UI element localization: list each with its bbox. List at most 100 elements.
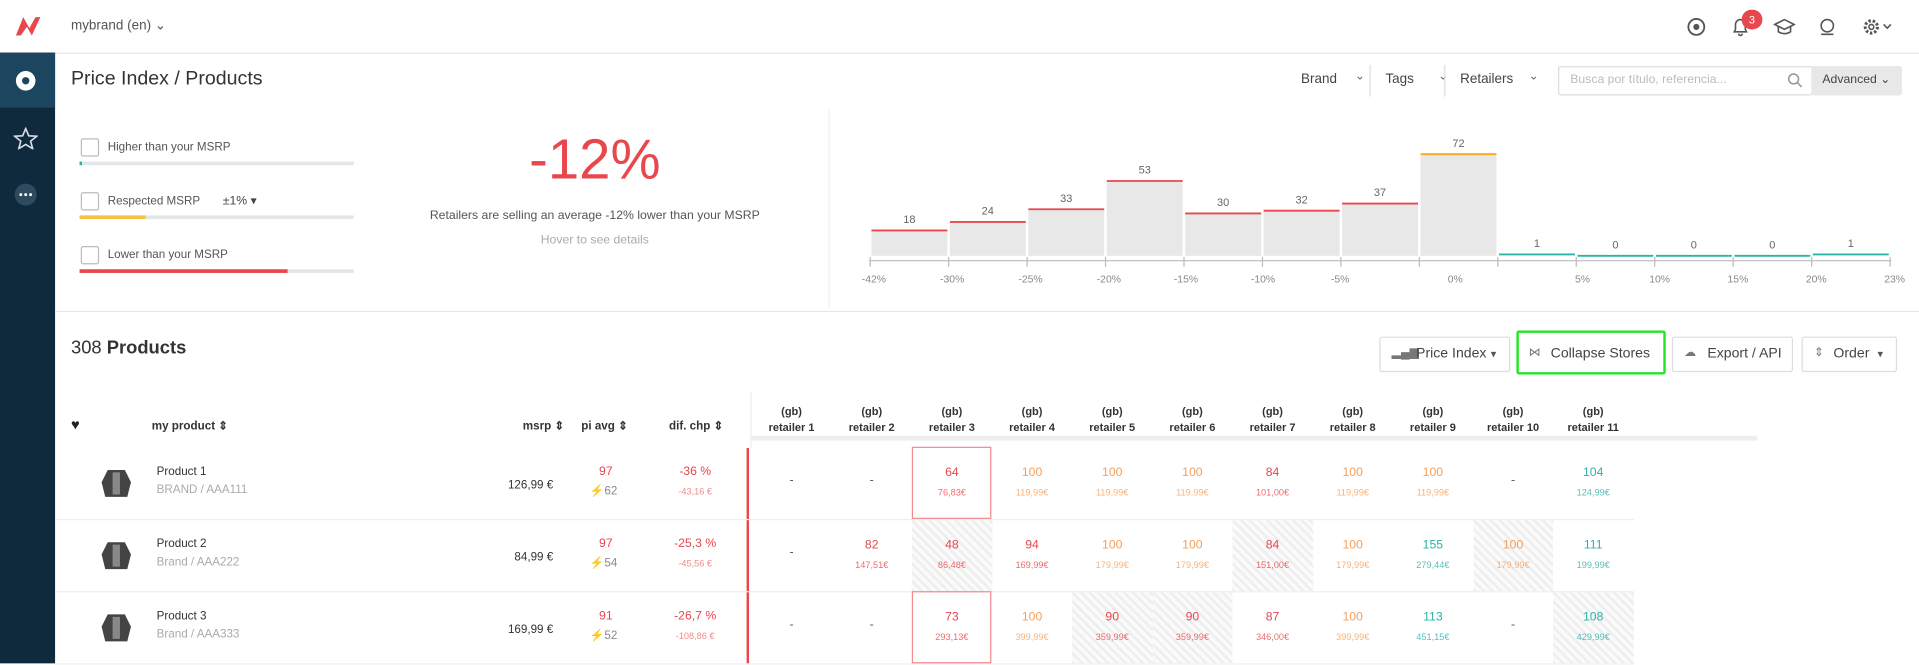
column-name[interactable]: msrp — [522, 419, 552, 434]
favorites-icon[interactable] — [13, 127, 38, 150]
msrp: 126,99 € — [507, 478, 554, 493]
cell-price: 359,99€ — [1095, 631, 1129, 643]
checkbox[interactable] — [80, 138, 100, 157]
product-ref: BRAND / AAA111 — [156, 483, 248, 497]
filter[interactable]: Retailers — [1460, 72, 1514, 87]
dif: -26,7 % — [674, 609, 717, 623]
divider — [828, 110, 830, 309]
retailer-region: (gb) — [1422, 405, 1444, 418]
option-label: Respected MSRP — [107, 194, 201, 209]
button-caret: ▾ — [1490, 347, 1497, 360]
toolbar-button[interactable] — [1671, 336, 1794, 373]
cell-price: 179,99€ — [1095, 559, 1129, 571]
filter[interactable]: Tags — [1385, 72, 1414, 87]
advanced-button[interactable] — [1811, 66, 1902, 96]
pi-avg: 97 — [599, 465, 613, 479]
pi-sub: ⚡62 — [589, 484, 618, 499]
bar-label: 37 — [1374, 187, 1386, 199]
cell-value: 94 — [1025, 538, 1039, 552]
axis-label: 0% — [1448, 275, 1463, 286]
cell-value: 155 — [1422, 538, 1444, 552]
retailer-name: retailer 6 — [1169, 421, 1216, 434]
advanced-text: Advanced — [1822, 73, 1877, 87]
retailer-name: retailer 3 — [928, 421, 975, 434]
track-fill — [79, 161, 83, 166]
logo[interactable] — [13, 13, 42, 37]
cell-price: 119,99€ — [1336, 487, 1369, 499]
pi-avg: 97 — [599, 537, 613, 551]
axis-label: 5% — [1575, 275, 1590, 286]
cell-price: 86,48€ — [937, 559, 966, 571]
cell-value: 90 — [1105, 610, 1120, 625]
cell-price: 399,99€ — [1336, 631, 1370, 643]
dashboard-icon[interactable] — [15, 70, 37, 92]
button-label: Order — [1833, 346, 1870, 362]
cell-price: 429,99€ — [1576, 631, 1610, 643]
bar-label: 30 — [1217, 197, 1229, 209]
cell-value: 100 — [1021, 466, 1043, 480]
column-name[interactable]: dif. chp — [668, 419, 711, 434]
filter-sep — [1369, 64, 1371, 97]
track-fill — [79, 269, 288, 273]
cell-price: 119,99€ — [1416, 487, 1450, 499]
retailer-region: (gb) — [781, 405, 802, 418]
axis-label: 15% — [1728, 275, 1749, 286]
axis-label: 20% — [1806, 275, 1827, 286]
count-label: Products — [106, 337, 187, 359]
bar-label: 24 — [982, 206, 994, 218]
advanced-label: Advanced ⌄ — [1822, 73, 1891, 87]
column-name[interactable]: my product — [151, 419, 216, 434]
retailer-region: (gb) — [1181, 405, 1203, 418]
cell-value: 82 — [864, 538, 879, 552]
filter-caret: ⌄ — [1354, 69, 1366, 84]
browser-icon[interactable] — [1687, 17, 1707, 37]
product-image — [98, 610, 135, 647]
bar-label: 53 — [1139, 165, 1151, 177]
button-icon: ⇕ — [1813, 346, 1825, 360]
bar — [1263, 210, 1340, 256]
button-label: Collapse Stores — [1550, 346, 1651, 362]
more-icon[interactable] — [13, 182, 37, 206]
button-icon: ☁ — [1684, 346, 1697, 360]
option-label: Higher than your MSRP — [107, 140, 231, 155]
top-bar — [0, 0, 1919, 54]
cell-price: 179,99€ — [1496, 559, 1530, 571]
toolbar-button[interactable] — [1801, 336, 1898, 373]
checkbox[interactable] — [80, 192, 100, 211]
toolbar-button[interactable] — [1379, 336, 1511, 373]
bar-label: 1 — [1848, 238, 1854, 250]
heart: ♥ — [70, 416, 80, 434]
cell-price: 293,13€ — [935, 631, 969, 643]
checkbox[interactable] — [80, 246, 100, 265]
cell-hatch hatch — [1553, 592, 1634, 664]
filter[interactable]: Brand — [1301, 72, 1337, 87]
axis-label: -15% — [1174, 275, 1198, 286]
cell-price: 124,99€ — [1576, 487, 1610, 499]
retailer-name: retailer 10 — [1487, 421, 1540, 434]
column-name[interactable]: pi avg — [581, 419, 615, 434]
cell-empty: - — [789, 545, 794, 560]
cell-value: 100 — [1502, 538, 1524, 552]
cell-value: 100 — [1021, 610, 1043, 625]
product-ref: Brand / AAA333 — [156, 627, 240, 642]
tolerance[interactable]: ±1% ▾ — [222, 194, 257, 209]
bar — [1028, 209, 1105, 256]
support-icon[interactable] — [1817, 17, 1837, 37]
column-header: msrp ⇕ — [522, 419, 565, 434]
dif-sub: -108,86 € — [675, 630, 715, 642]
cell-value: 113 — [1423, 610, 1443, 625]
bar-label: 72 — [1452, 138, 1464, 150]
brand-selector[interactable]: mybrand (en) ⌄ — [70, 18, 167, 34]
histogram: 18 24 33 53 30 32 37 72 1 0 0 0 1 -42% -30% -25% -20% -15… — [862, 138, 1905, 286]
toolbar-button[interactable] — [1516, 330, 1666, 375]
settings-icon[interactable] — [1862, 17, 1899, 37]
cell-hatch hatch — [911, 520, 992, 592]
pin-border — [750, 391, 752, 448]
academy-icon[interactable] — [1773, 17, 1796, 37]
cell-price: 101,00€ — [1255, 487, 1290, 499]
cell-empty: - — [1511, 618, 1516, 632]
retailer-region: (gb) — [1262, 405, 1283, 418]
pi-sub: ⚡52 — [589, 629, 618, 643]
retailer-name: retailer 8 — [1329, 421, 1376, 434]
